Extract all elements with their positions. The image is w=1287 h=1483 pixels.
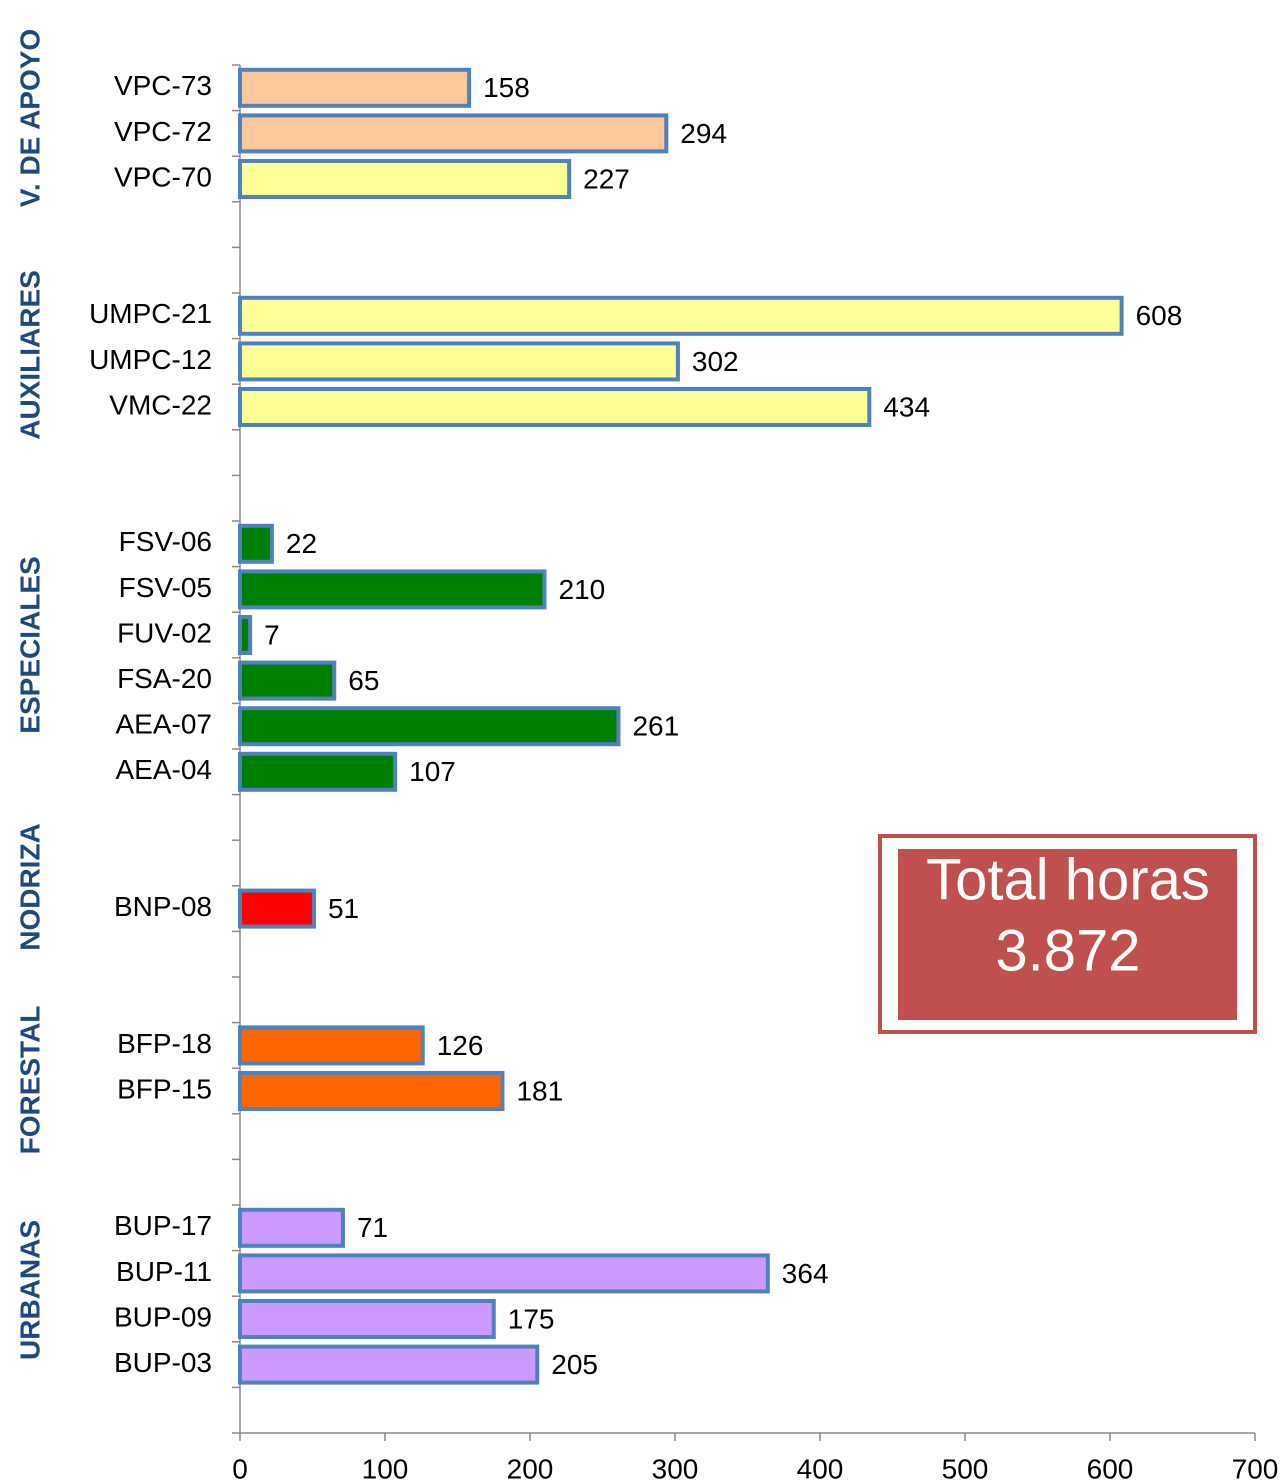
bar <box>238 387 872 427</box>
y-tick-label: FSA-20 <box>117 663 212 694</box>
bar <box>238 159 572 199</box>
annotation-box <box>898 849 1237 1020</box>
data-label: 302 <box>692 346 739 377</box>
y-tick-label: BUP-03 <box>114 1347 212 1378</box>
y-tick-label: FSV-06 <box>119 526 212 557</box>
data-label: 126 <box>437 1030 484 1061</box>
bar <box>238 1025 425 1066</box>
y-tick-label: BUP-17 <box>114 1210 212 1241</box>
y-tick-label: BUP-09 <box>114 1301 212 1332</box>
y-tick-label: AEA-07 <box>116 709 213 740</box>
bar <box>238 1299 496 1339</box>
bar <box>238 523 274 564</box>
x-tick-label: 200 <box>507 1453 554 1483</box>
bar <box>238 888 316 929</box>
y-tick-label: UMPC-21 <box>89 298 212 329</box>
y-tick-label: BNP-08 <box>114 891 212 922</box>
y-tick-label: BFP-15 <box>117 1073 212 1104</box>
group-label: V. DE APOYO <box>14 29 45 207</box>
bar <box>238 660 337 701</box>
y-tick-label: UMPC-12 <box>89 344 212 375</box>
annotation-line: 3.872 <box>995 918 1140 983</box>
bar <box>238 295 1124 336</box>
data-label: 205 <box>551 1349 598 1380</box>
bar <box>238 113 669 154</box>
data-label: 158 <box>483 72 530 103</box>
data-label: 181 <box>516 1075 563 1106</box>
group-label: FORESTAL <box>14 1006 45 1155</box>
x-tick-label: 400 <box>797 1453 844 1483</box>
data-label: 210 <box>559 574 606 605</box>
x-tick-label: 500 <box>942 1453 989 1483</box>
data-label: 65 <box>348 665 379 696</box>
y-tick-label: AEA-04 <box>116 754 213 785</box>
data-label: 294 <box>680 118 727 149</box>
x-tick-label: 700 <box>1232 1453 1279 1483</box>
bar <box>238 615 253 655</box>
bar <box>238 1071 505 1111</box>
annotation-line: Total horas <box>926 847 1210 912</box>
data-label: 22 <box>286 528 317 559</box>
bar <box>238 1253 770 1294</box>
group-label: URBANAS <box>14 1220 45 1360</box>
x-tick-label: 600 <box>1087 1453 1134 1483</box>
bar <box>238 706 621 747</box>
annotation-frame <box>878 834 1257 1034</box>
y-tick-label: FUV-02 <box>117 617 212 648</box>
bar <box>238 67 472 108</box>
group-label: AUXILIARES <box>14 270 45 440</box>
data-label: 107 <box>409 756 456 787</box>
data-label: 364 <box>782 1258 829 1289</box>
data-label: 7 <box>264 619 280 650</box>
x-tick-label: 100 <box>362 1453 409 1483</box>
bar <box>238 751 398 792</box>
bar <box>238 341 680 382</box>
data-label: 608 <box>1136 300 1183 331</box>
data-label: 71 <box>357 1212 388 1243</box>
data-label: 227 <box>583 163 630 194</box>
y-tick-label: BUP-11 <box>116 1256 212 1287</box>
data-label: 261 <box>632 711 679 742</box>
group-label: NODRIZA <box>14 823 45 951</box>
y-tick-label: VPC-72 <box>114 116 212 147</box>
x-tick-label: 300 <box>652 1453 699 1483</box>
y-tick-label: BFP-18 <box>117 1028 212 1059</box>
group-label: ESPECIALES <box>14 556 45 733</box>
x-tick-label: 0 <box>232 1453 248 1483</box>
data-label: 51 <box>328 893 359 924</box>
bar <box>238 1207 345 1248</box>
y-tick-label: VPC-70 <box>114 161 212 192</box>
bar <box>238 569 547 610</box>
y-tick-label: VPC-73 <box>114 70 212 101</box>
y-tick-label: VMC-22 <box>109 389 212 420</box>
data-label: 175 <box>508 1303 555 1334</box>
y-tick-label: FSV-05 <box>119 572 212 603</box>
data-label: 434 <box>883 391 930 422</box>
bar <box>238 1344 540 1385</box>
